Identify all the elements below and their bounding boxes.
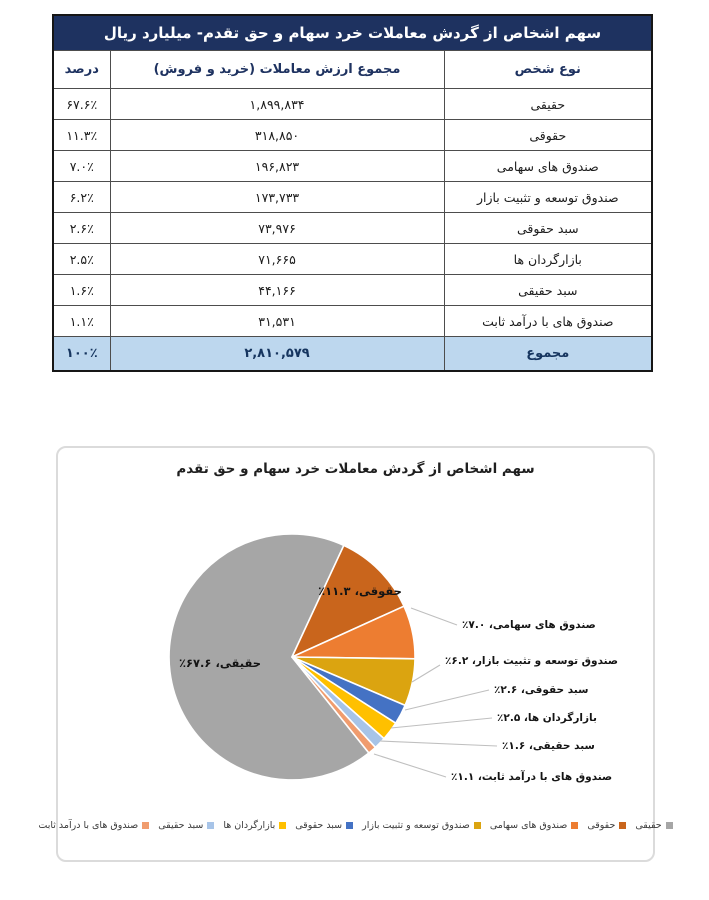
cell-total-value: ۱,۸۹۹,۸۳۴ — [109, 88, 445, 120]
pie-data-label-2: صندوق های سهامی، ۷.۰٪ — [462, 619, 596, 631]
legend-swatch-icon — [142, 822, 150, 829]
pie-chart-panel: سهم اشخاص از گردش معاملات خرد سهام و حق … — [38, 446, 673, 862]
legend-item-6: سبد حقیقی — [158, 820, 215, 831]
legend-label: صندوق توسعه و تثبیت بازار — [362, 820, 470, 831]
leader-line-2 — [410, 607, 458, 626]
cell-person-type: سبد حقیقی — [443, 274, 653, 306]
legend-item-0: حقیقی — [635, 820, 673, 831]
cell-percent: ۱۱.۳٪ — [52, 119, 111, 151]
legend-label: بازارگردان ها — [223, 820, 276, 831]
cell-person-type: بازارگردان ها — [443, 243, 653, 275]
cell-person-type: سبد حقوقی — [443, 212, 653, 244]
pie-data-label-3: صندوق توسعه و تثبیت بازار، ۶.۲٪ — [445, 655, 619, 667]
cell-person-type: صندوق های سهامی — [443, 150, 653, 182]
table-row: صندوق توسعه و تثبیت بازار ۱۷۳,۷۳۳ ۶.۲٪ — [52, 181, 653, 213]
pie-slice-7 — [291, 656, 377, 754]
table-row: صندوق های سهامی ۱۹۶,۸۲۳ ۷.۰٪ — [52, 150, 653, 182]
table-row: سبد حقوقی ۷۳,۹۷۶ ۲.۶٪ — [52, 212, 653, 244]
table-row: حقوقی ۳۱۸,۸۵۰ ۱۱.۳٪ — [52, 119, 653, 151]
leader-line-4 — [404, 689, 490, 711]
legend-label: صندوق های سهامی — [489, 820, 568, 831]
cell-percent: ۶۷.۶٪ — [52, 88, 111, 120]
col-header-person-type: نوع شخص — [443, 50, 653, 89]
cell-total-value: ۳۱۸,۸۵۰ — [109, 119, 445, 151]
chart-title: سهم اشخاص از گردش معاملات خرد سهام و حق … — [176, 461, 535, 477]
cell-person-type: صندوق توسعه و تثبیت بازار — [443, 181, 653, 213]
table-total-row: مجموع ۲,۸۱۰,۵۷۹ ۱۰۰٪ — [52, 336, 653, 372]
cell-person-type: مجموع — [443, 336, 653, 372]
legend-swatch-icon — [279, 822, 287, 829]
legend-item-7: صندوق های با درآمد ثابت — [38, 820, 150, 831]
legend-swatch-icon — [665, 822, 673, 829]
col-header-total-value: مجموع ارزش معاملات (خرید و فروش) — [109, 50, 445, 89]
pie-data-label-0: حقیقی، ۶۷.۶٪ — [178, 656, 262, 670]
table-title: سهم اشخاص از گردش معاملات خرد سهام و حق … — [52, 14, 653, 51]
legend-item-3: صندوق توسعه و تثبیت بازار — [362, 820, 481, 831]
cell-total-value: ۴۴,۱۶۶ — [109, 274, 445, 306]
cell-percent: ۱.۱٪ — [52, 305, 111, 337]
pie-slice-1 — [291, 544, 405, 658]
cell-percent: ۲.۶٪ — [52, 212, 111, 244]
leader-line-6 — [379, 740, 498, 747]
cell-total-value: ۲,۸۱۰,۵۷۹ — [109, 336, 445, 372]
pie-slice-0 — [168, 533, 370, 781]
leader-line-3 — [411, 664, 441, 683]
legend-swatch-icon — [473, 822, 481, 829]
pie-chart — [168, 533, 498, 781]
legend-item-5: بازارگردان ها — [223, 820, 287, 831]
cell-percent: ۷.۰٪ — [52, 150, 111, 182]
chart-legend: حقیقی حقوقی صندوق های سهامی صندوق توسعه و ت… — [38, 820, 673, 831]
table-row: بازارگردان ها ۷۱,۶۶۵ ۲.۵٪ — [52, 243, 653, 275]
table-row: حقیقی ۱,۸۹۹,۸۳۴ ۶۷.۶٪ — [52, 88, 653, 120]
cell-total-value: ۷۱,۶۶۵ — [109, 243, 445, 275]
legend-swatch-icon — [619, 822, 627, 829]
pie-data-label-4: سبد حقوقی، ۲.۶٪ — [494, 684, 589, 696]
cell-person-type: حقوقی — [443, 119, 653, 151]
legend-label: سبد حقوقی — [295, 820, 343, 831]
cell-total-value: ۷۳,۹۷۶ — [109, 212, 445, 244]
col-header-percent: درصد — [52, 50, 111, 89]
pie-data-label-1: حقوقی، ۱۱.۳٪ — [318, 584, 402, 598]
cell-total-value: ۱۷۳,۷۳۳ — [109, 181, 445, 213]
table-title-row: سهم اشخاص از گردش معاملات خرد سهام و حق … — [52, 14, 653, 51]
legend-item-4: سبد حقوقی — [295, 820, 354, 831]
cell-percent: ۲.۵٪ — [52, 243, 111, 275]
cell-person-type: حقیقی — [443, 88, 653, 120]
pie-data-label-5: بازارگردان ها، ۲.۵٪ — [497, 712, 597, 724]
table-row: صندوق های با درآمد ثابت ۳۱,۵۳۱ ۱.۱٪ — [52, 305, 653, 337]
leader-line-7 — [373, 753, 447, 778]
legend-item-1: حقوقی — [587, 820, 627, 831]
turnover-share-table: سهم اشخاص از گردش معاملات خرد سهام و حق … — [52, 14, 654, 372]
legend-swatch-icon — [346, 822, 354, 829]
cell-percent: ۱.۶٪ — [52, 274, 111, 306]
legend-label: سبد حقیقی — [158, 820, 204, 831]
cell-total-value: ۳۱,۵۳۱ — [109, 305, 445, 337]
cell-total-value: ۱۹۶,۸۲۳ — [109, 150, 445, 182]
legend-label: حقیقی — [635, 820, 662, 831]
legend-label: حقوقی — [587, 820, 616, 831]
legend-swatch-icon — [571, 822, 579, 829]
table-header-row: نوع شخص مجموع ارزش معاملات (خرید و فروش)… — [52, 50, 653, 89]
legend-label: صندوق های با درآمد ثابت — [38, 820, 139, 831]
pie-data-label-7: صندوق های با درآمد ثابت، ۱.۱٪ — [451, 771, 613, 783]
legend-item-2: صندوق های سهامی — [490, 820, 579, 831]
pie-data-label-6: سبد حقیقی، ۱.۶٪ — [502, 740, 595, 752]
cell-percent: ۱۰۰٪ — [52, 336, 111, 372]
cell-person-type: صندوق های با درآمد ثابت — [443, 305, 653, 337]
cell-percent: ۶.۲٪ — [52, 181, 111, 213]
table-row: سبد حقیقی ۴۴,۱۶۶ ۱.۶٪ — [52, 274, 653, 306]
leader-line-5 — [390, 717, 493, 729]
legend-swatch-icon — [207, 822, 215, 829]
